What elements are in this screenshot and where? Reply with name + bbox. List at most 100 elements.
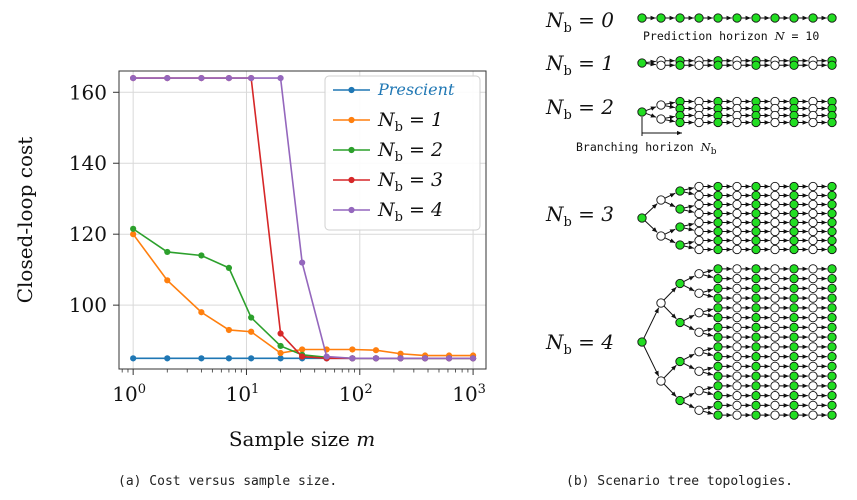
data-point	[469, 355, 477, 362]
data-point	[277, 330, 284, 337]
tree-node	[789, 381, 799, 391]
tree-node	[675, 240, 685, 250]
tree-node	[789, 217, 799, 228]
data-point	[130, 225, 137, 232]
series-line	[133, 77, 474, 360]
tree-node	[827, 235, 837, 246]
data-point	[397, 350, 404, 357]
tree-label: Nb = 2	[545, 95, 614, 123]
tree-node	[808, 226, 818, 237]
tree-node	[827, 322, 837, 333]
tree-node	[808, 293, 818, 303]
tree-node	[808, 273, 818, 284]
tree-node	[656, 114, 666, 124]
tree-label: Nb = 3	[545, 202, 614, 230]
tree-node	[827, 199, 837, 210]
plot-frame	[118, 70, 487, 370]
tree-node	[732, 390, 742, 401]
tree-node	[751, 332, 761, 342]
tree-node	[751, 273, 761, 284]
tree-node	[675, 117, 685, 128]
tree-node	[713, 13, 723, 23]
tree-node	[751, 283, 761, 294]
tree-node	[751, 217, 761, 228]
tree-node	[694, 226, 704, 237]
tree-node	[808, 264, 818, 274]
legend-box	[324, 75, 481, 231]
tree-node	[827, 312, 837, 323]
tree-node	[713, 390, 723, 401]
tree-edge	[663, 286, 677, 301]
tree-node	[694, 288, 704, 298]
tree-node	[808, 303, 818, 313]
tree-node	[694, 199, 704, 210]
tree-edge	[683, 190, 695, 196]
tree-node	[713, 199, 723, 210]
tree-node	[770, 235, 780, 246]
tree-edge	[702, 386, 714, 391]
tree-edge	[702, 332, 714, 337]
tree-node	[808, 381, 818, 391]
data-point	[248, 355, 255, 362]
data-point	[198, 252, 205, 259]
tree-node	[770, 322, 780, 333]
data-point	[248, 314, 255, 321]
tree-node	[827, 60, 837, 70]
tree-node	[732, 381, 742, 391]
tree-edge	[664, 192, 676, 199]
tree-node	[732, 13, 742, 23]
tree-node	[808, 283, 818, 294]
tree-node	[713, 400, 723, 411]
tree-edge	[645, 112, 657, 118]
data-point	[248, 74, 255, 82]
legend-marker	[348, 116, 355, 124]
tree-node	[808, 13, 818, 23]
tree-edge	[664, 228, 676, 235]
tree-node	[808, 390, 818, 401]
tree-node	[808, 60, 818, 70]
tree-node	[827, 190, 837, 201]
tree-node	[732, 303, 742, 313]
data-point	[372, 355, 380, 362]
tree-edge	[683, 226, 695, 232]
tree-node	[732, 400, 742, 411]
tree-edge	[683, 362, 695, 370]
data-point	[198, 309, 205, 316]
tree-node	[789, 226, 799, 237]
tree-node	[694, 208, 704, 219]
tree-edge	[702, 347, 714, 352]
tree-node	[656, 60, 666, 70]
tree-edge	[683, 204, 695, 210]
y-tick-label: 100	[69, 293, 107, 317]
data-point	[299, 353, 306, 360]
tree-edge	[702, 312, 714, 318]
legend-marker	[348, 206, 355, 214]
tree-node	[808, 332, 818, 342]
tree-node	[827, 351, 837, 362]
tree-node	[751, 410, 761, 420]
data-point	[349, 355, 356, 362]
tree-node	[789, 60, 799, 70]
tree-node	[827, 208, 837, 219]
tree-node	[789, 410, 799, 420]
tree-node	[827, 390, 837, 401]
tree-node	[751, 312, 761, 323]
data-point	[421, 355, 429, 362]
tree-node	[770, 208, 780, 219]
branching-horizon-label: Branching horizon Nb	[576, 140, 717, 157]
tree-node	[751, 235, 761, 246]
tree-node	[732, 235, 742, 246]
tree-node	[637, 107, 647, 117]
series-1	[130, 231, 477, 359]
chart-legend: Prescient Nb = 1 Nb = 2 Nb = 3 Nb = 4	[324, 75, 481, 231]
tree-node	[751, 199, 761, 210]
tree-node	[675, 356, 685, 367]
tree-edge	[702, 351, 714, 357]
tree-node	[694, 405, 704, 415]
tree-node	[789, 273, 799, 284]
tree-node	[675, 278, 685, 289]
data-point	[164, 74, 171, 82]
tree-edge	[702, 390, 714, 396]
data-point	[225, 326, 233, 334]
tree-node	[637, 337, 647, 347]
